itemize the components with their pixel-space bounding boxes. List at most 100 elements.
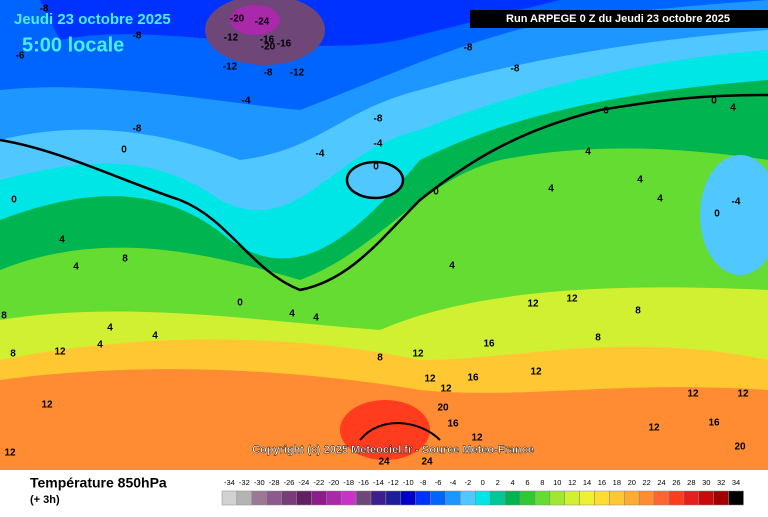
isotherm-label: 4 bbox=[585, 147, 591, 158]
legend-swatch bbox=[504, 490, 521, 506]
legend-swatch bbox=[668, 490, 685, 506]
isotherm-label: -8 bbox=[464, 43, 473, 54]
isotherm-label: -8 bbox=[264, 68, 273, 79]
legend-label: -10 bbox=[403, 478, 414, 487]
legend-label: -22 bbox=[313, 478, 324, 487]
legend-label: 6 bbox=[525, 478, 529, 487]
legend-label: 10 bbox=[553, 478, 561, 487]
legend-label: 22 bbox=[642, 478, 650, 487]
legend-swatch bbox=[385, 490, 402, 506]
legend-swatch bbox=[713, 490, 729, 506]
isotherm-label: 12 bbox=[412, 349, 424, 360]
isotherm-label: 8 bbox=[635, 306, 641, 317]
isotherm-label: 16 bbox=[447, 419, 459, 430]
legend-swatch bbox=[221, 490, 238, 506]
legend-label: 18 bbox=[613, 478, 621, 487]
isotherm-label: -8 bbox=[40, 4, 49, 15]
isotherm-label: -4 bbox=[242, 96, 251, 107]
footer-lead: (+ 3h) bbox=[30, 494, 60, 506]
isotherm-label: 12 bbox=[527, 299, 539, 310]
isotherm-label: 4 bbox=[730, 103, 736, 114]
legend-label: -28 bbox=[269, 478, 280, 487]
legend-label: -24 bbox=[299, 478, 310, 487]
isotherm-label: 8 bbox=[10, 349, 16, 360]
legend-swatch bbox=[355, 490, 372, 506]
legend-label: -18 bbox=[343, 478, 354, 487]
isotherm-label: -12 bbox=[224, 33, 239, 44]
isotherm-label: -16 bbox=[260, 35, 275, 46]
run-info: Run ARPEGE 0 Z du Jeudi 23 octobre 2025 bbox=[506, 13, 730, 25]
isotherm-label: -20 bbox=[261, 42, 276, 53]
isotherm-label: 4 bbox=[97, 340, 103, 351]
legend-label: -26 bbox=[284, 478, 295, 487]
isotherm-label: -24 bbox=[255, 17, 270, 28]
isotherm-label: 12 bbox=[530, 367, 542, 378]
isotherm-label: 12 bbox=[54, 347, 66, 358]
legend-swatch bbox=[489, 490, 506, 506]
isotherm-label: 12 bbox=[41, 400, 53, 411]
warm-pool bbox=[340, 400, 430, 460]
isotherm-label: 0 bbox=[11, 195, 17, 206]
legend-label: -8 bbox=[420, 478, 427, 487]
legend-label: -32 bbox=[239, 478, 250, 487]
legend-label: -34 bbox=[224, 478, 235, 487]
isotherm-label: 0 bbox=[714, 209, 720, 220]
isotherm-label: 4 bbox=[289, 309, 295, 320]
isotherm-label: 12 bbox=[687, 389, 699, 400]
legend-label: -20 bbox=[328, 478, 339, 487]
date: Jeudi 23 octobre 2025 bbox=[14, 11, 171, 28]
legend-swatch bbox=[296, 490, 312, 506]
legend-swatch bbox=[415, 490, 431, 506]
legend-swatch bbox=[683, 490, 700, 506]
isotherm-label: 12 bbox=[737, 389, 749, 400]
isotherm-label: 0 bbox=[121, 145, 127, 156]
cold-core-inner bbox=[230, 5, 280, 35]
legend-swatch bbox=[311, 490, 327, 506]
legend-label: 30 bbox=[702, 478, 710, 487]
isotherm-zero-loop bbox=[345, 160, 405, 200]
legend-swatch bbox=[251, 490, 267, 506]
legend-swatch bbox=[624, 490, 640, 506]
isotherm-label: 4 bbox=[59, 235, 65, 246]
isotherm-label: 4 bbox=[449, 261, 455, 272]
isotherm-label: -8 bbox=[374, 114, 383, 125]
legend-label: -16 bbox=[358, 478, 369, 487]
isotherm-label: 20 bbox=[734, 442, 746, 453]
legend-swatch bbox=[400, 490, 416, 506]
isotherm-label: -8 bbox=[133, 124, 142, 135]
legend-swatch bbox=[475, 490, 491, 506]
legend-swatch bbox=[236, 490, 253, 506]
legend-swatch bbox=[579, 490, 595, 506]
legend-swatch bbox=[281, 490, 297, 506]
isotherm-label: 12 bbox=[471, 433, 483, 444]
legend-label: 4 bbox=[510, 478, 514, 487]
legend-swatch bbox=[638, 490, 655, 506]
isotherm-label: 4 bbox=[548, 184, 554, 195]
run-banner bbox=[470, 10, 768, 28]
isotherm-label: 8 bbox=[377, 353, 383, 364]
cold-pool-east bbox=[700, 155, 768, 275]
legend-label: 20 bbox=[628, 478, 636, 487]
legend-label: 26 bbox=[672, 478, 680, 487]
footer-title: Température 850hPa bbox=[30, 475, 167, 491]
legend-swatch bbox=[534, 490, 551, 506]
legend-swatch bbox=[430, 490, 446, 506]
legend-swatch bbox=[564, 490, 580, 506]
legend-label: 12 bbox=[568, 478, 576, 487]
isotherm-label: 12 bbox=[424, 374, 436, 385]
legend-swatch bbox=[653, 490, 670, 506]
legend-swatch bbox=[340, 490, 357, 506]
isotherm-label: -6 bbox=[16, 51, 25, 62]
isotherm-label: 0 bbox=[237, 298, 243, 309]
legend-swatch bbox=[266, 490, 282, 506]
isotherm-label: -4 bbox=[732, 197, 741, 208]
legend-swatch bbox=[728, 490, 744, 506]
isotherm-zero bbox=[0, 93, 768, 292]
legend-swatch bbox=[609, 490, 625, 506]
isotherm-label: -4 bbox=[316, 149, 325, 160]
isotherm-label: -12 bbox=[223, 62, 238, 73]
isotherm-label: 12 bbox=[566, 294, 578, 305]
legend-label: 0 bbox=[481, 478, 485, 487]
isotherm-label: 0 bbox=[711, 96, 717, 107]
